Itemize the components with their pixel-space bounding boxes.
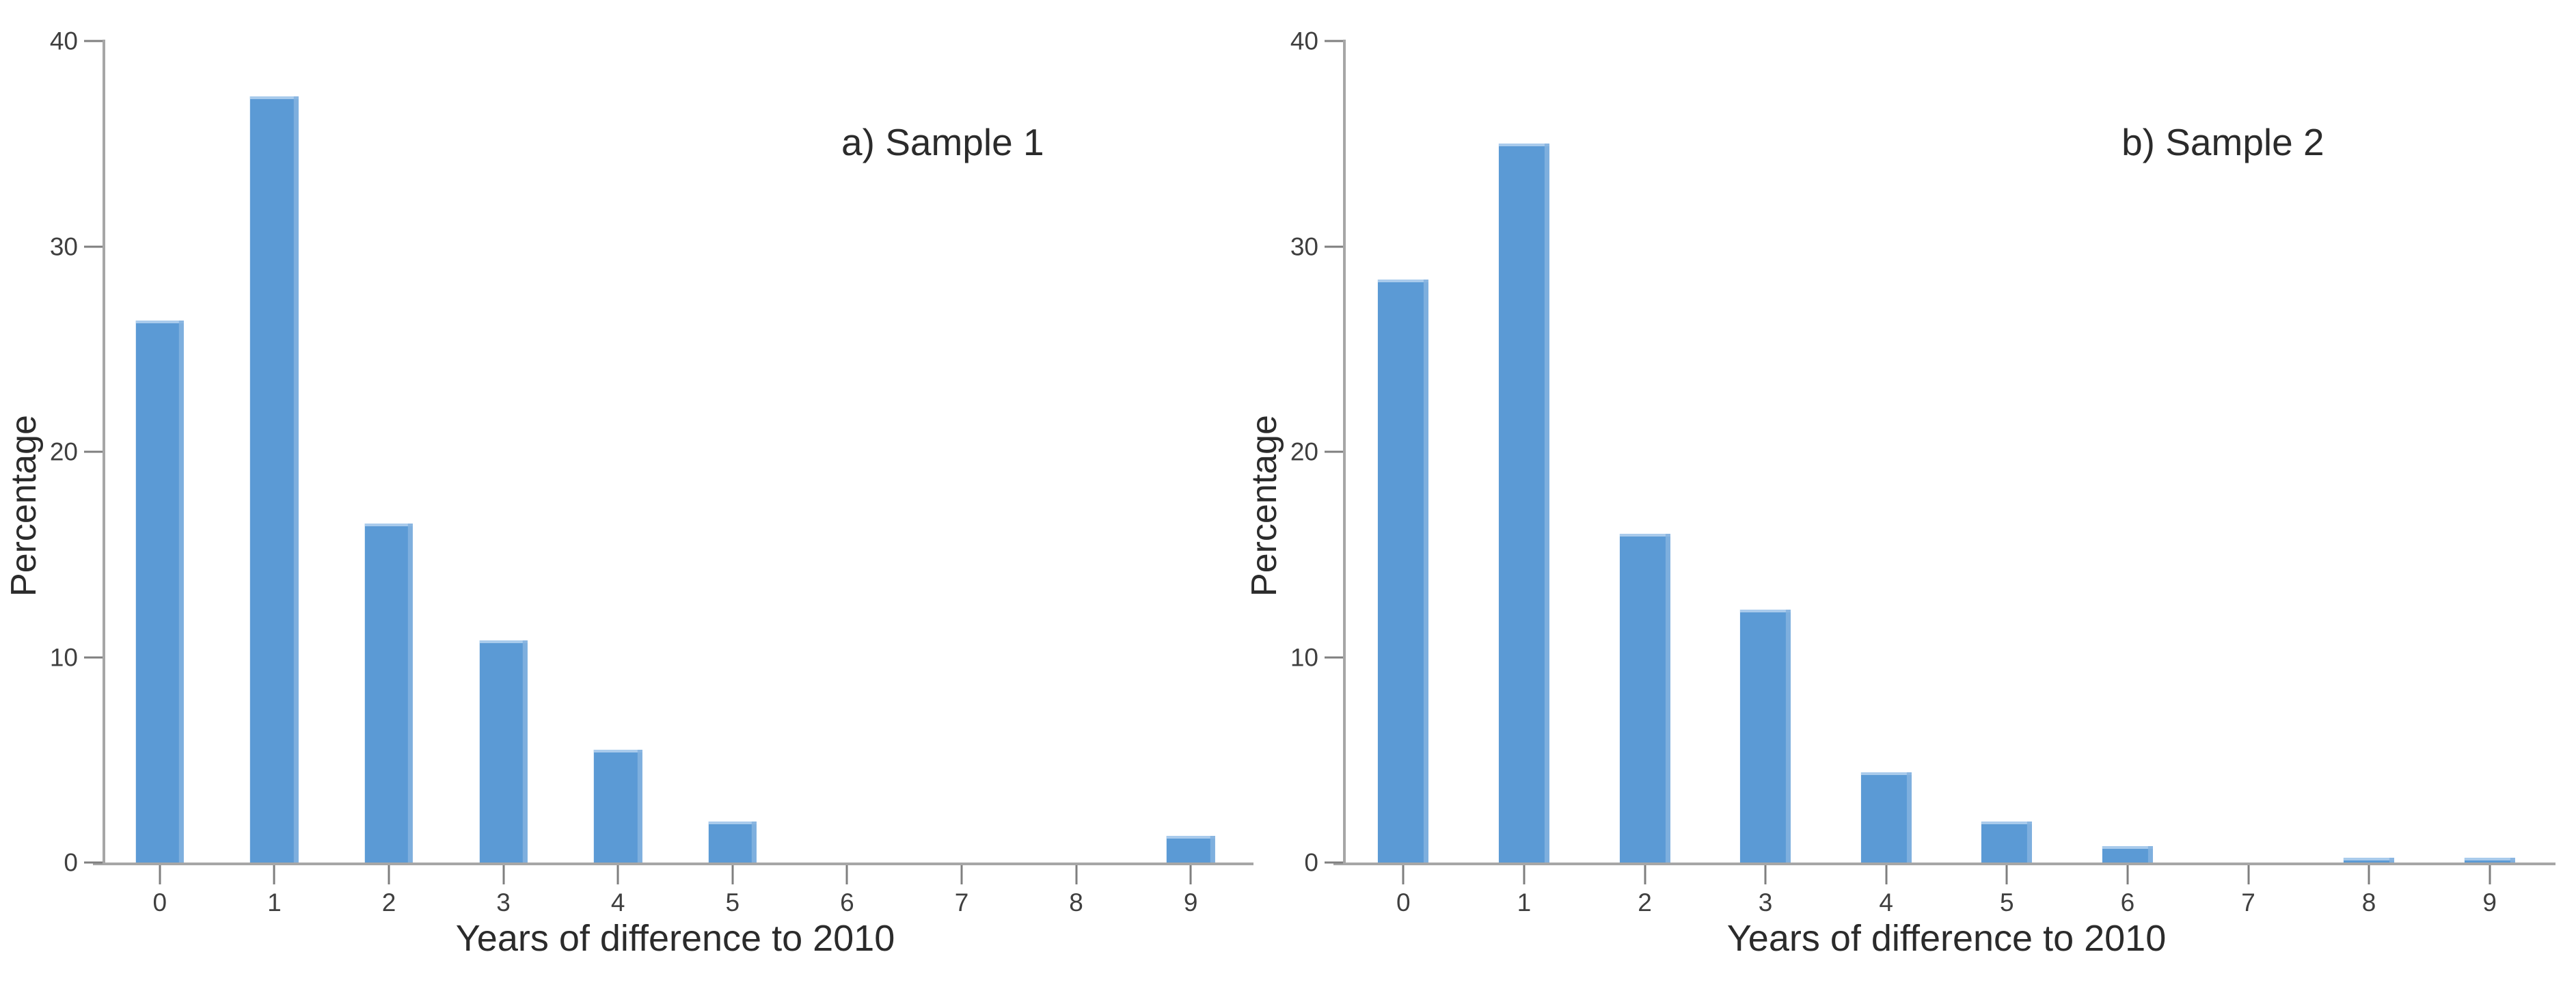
plot-area: a) Sample 1 0 10 20 30 40 0 1 2 3 4 5 6 7 8 9 [50, 29, 1253, 915]
y-tick-mark-20 [1325, 450, 1343, 453]
x-tick-mark-7 [960, 865, 963, 884]
y-tick-mark-10 [1325, 656, 1343, 658]
x-tick-label-4: 4 [1879, 888, 1893, 917]
x-axis-line [1333, 863, 2555, 865]
panel-title: b) Sample 2 [2121, 121, 2324, 163]
bar-9 [1166, 835, 1215, 863]
bar-1 [250, 96, 299, 863]
bar-1 [1498, 144, 1550, 863]
x-tick-label-3: 3 [1758, 888, 1773, 917]
x-axis-title: Years of difference to 2010 [455, 918, 895, 959]
y-tick-label-30: 30 [1290, 232, 1318, 260]
x-tick-mark-9 [2489, 865, 2491, 884]
x-tick-mark-5 [2005, 865, 2008, 884]
y-tick-mark-40 [1325, 40, 1343, 42]
bar-4 [1860, 772, 1912, 863]
x-tick-mark-3 [1764, 865, 1767, 884]
x-tick-mark-2 [1644, 865, 1646, 884]
y-tick-mark-20 [84, 450, 103, 453]
y-tick-label-40: 40 [49, 27, 78, 55]
y-tick-mark-0 [84, 861, 103, 864]
y-tick-label-0: 0 [64, 848, 78, 877]
y-tick-label-0: 0 [1304, 848, 1318, 877]
x-tick-mark-8 [2368, 865, 2370, 884]
y-tick-mark-0 [1325, 861, 1343, 864]
y-axis-title: Percentage [4, 415, 44, 597]
chart-panel-sample-1: Percentage a) Sample 1 0 10 20 30 40 0 1 2 3 4 5 6 7… [4, 28, 1253, 959]
x-tick-label-9: 9 [1183, 888, 1198, 917]
bar-5 [1981, 821, 2033, 863]
x-tick-mark-7 [2247, 865, 2249, 884]
y-tick-mark-40 [84, 40, 103, 42]
x-tick-label-7: 7 [954, 888, 969, 917]
panel-title: a) Sample 1 [841, 121, 1044, 163]
x-tick-label-1: 1 [1517, 888, 1532, 917]
bar-6 [2102, 845, 2154, 863]
x-tick-label-5: 5 [725, 888, 740, 917]
y-tick-label-10: 10 [49, 643, 78, 671]
x-tick-label-5: 5 [2000, 888, 2014, 917]
y-tick-mark-10 [84, 656, 103, 658]
y-axis-title: Percentage [1245, 415, 1284, 597]
x-tick-label-3: 3 [496, 888, 511, 917]
x-tick-mark-0 [1402, 865, 1405, 884]
x-tick-label-2: 2 [1638, 888, 1652, 917]
x-tick-mark-4 [616, 865, 619, 884]
x-tick-mark-2 [388, 865, 390, 884]
x-tick-label-0: 0 [1396, 888, 1411, 917]
x-tick-mark-1 [273, 865, 275, 884]
x-tick-label-9: 9 [2482, 888, 2497, 917]
x-tick-mark-3 [502, 865, 505, 884]
x-tick-label-0: 0 [152, 888, 167, 917]
x-tick-mark-1 [1523, 865, 1526, 884]
x-tick-mark-6 [845, 865, 848, 884]
y-tick-label-20: 20 [1290, 437, 1318, 466]
y-tick-mark-30 [84, 245, 103, 247]
x-tick-mark-4 [1885, 865, 1888, 884]
bar-9 [2464, 857, 2515, 863]
bar-5 [708, 821, 757, 863]
x-tick-label-7: 7 [2241, 888, 2255, 917]
x-tick-mark-5 [731, 865, 734, 884]
x-tick-mark-0 [159, 865, 161, 884]
y-axis-line [1343, 40, 1346, 864]
bar-2 [1619, 534, 1670, 863]
bar-4 [593, 749, 642, 863]
bar-0 [1378, 279, 1429, 863]
x-tick-mark-9 [1189, 865, 1192, 884]
bar-0 [135, 320, 185, 863]
bar-8 [2344, 857, 2395, 863]
y-tick-label-40: 40 [1290, 27, 1318, 55]
y-tick-mark-30 [1325, 245, 1343, 247]
x-tick-label-8: 8 [1069, 888, 1083, 917]
x-tick-label-4: 4 [610, 888, 625, 917]
x-tick-label-6: 6 [2120, 888, 2135, 917]
x-tick-label-2: 2 [381, 888, 396, 917]
y-tick-label-20: 20 [49, 437, 78, 466]
bar-2 [364, 524, 413, 863]
bar-3 [1740, 610, 1791, 863]
y-axis-line [103, 40, 105, 864]
plot-area: b) Sample 2 0 10 20 30 40 0 1 2 3 4 5 6 7 8 9 [1290, 29, 2555, 915]
chart-panel-sample-2: Percentage b) Sample 2 0 10 20 30 40 0 1 2 3 4 5 6 7… [1245, 0, 2576, 991]
x-tick-label-1: 1 [267, 888, 282, 917]
y-tick-label-10: 10 [1290, 643, 1318, 671]
x-tick-label-6: 6 [840, 888, 854, 917]
x-tick-mark-6 [2126, 865, 2129, 884]
bar-3 [479, 640, 528, 863]
x-axis-title: Years of difference to 2010 [1726, 918, 2167, 959]
x-axis-line [93, 863, 1253, 865]
x-tick-label-8: 8 [2361, 888, 2376, 917]
x-tick-mark-8 [1075, 865, 1078, 884]
y-tick-label-30: 30 [49, 232, 78, 260]
